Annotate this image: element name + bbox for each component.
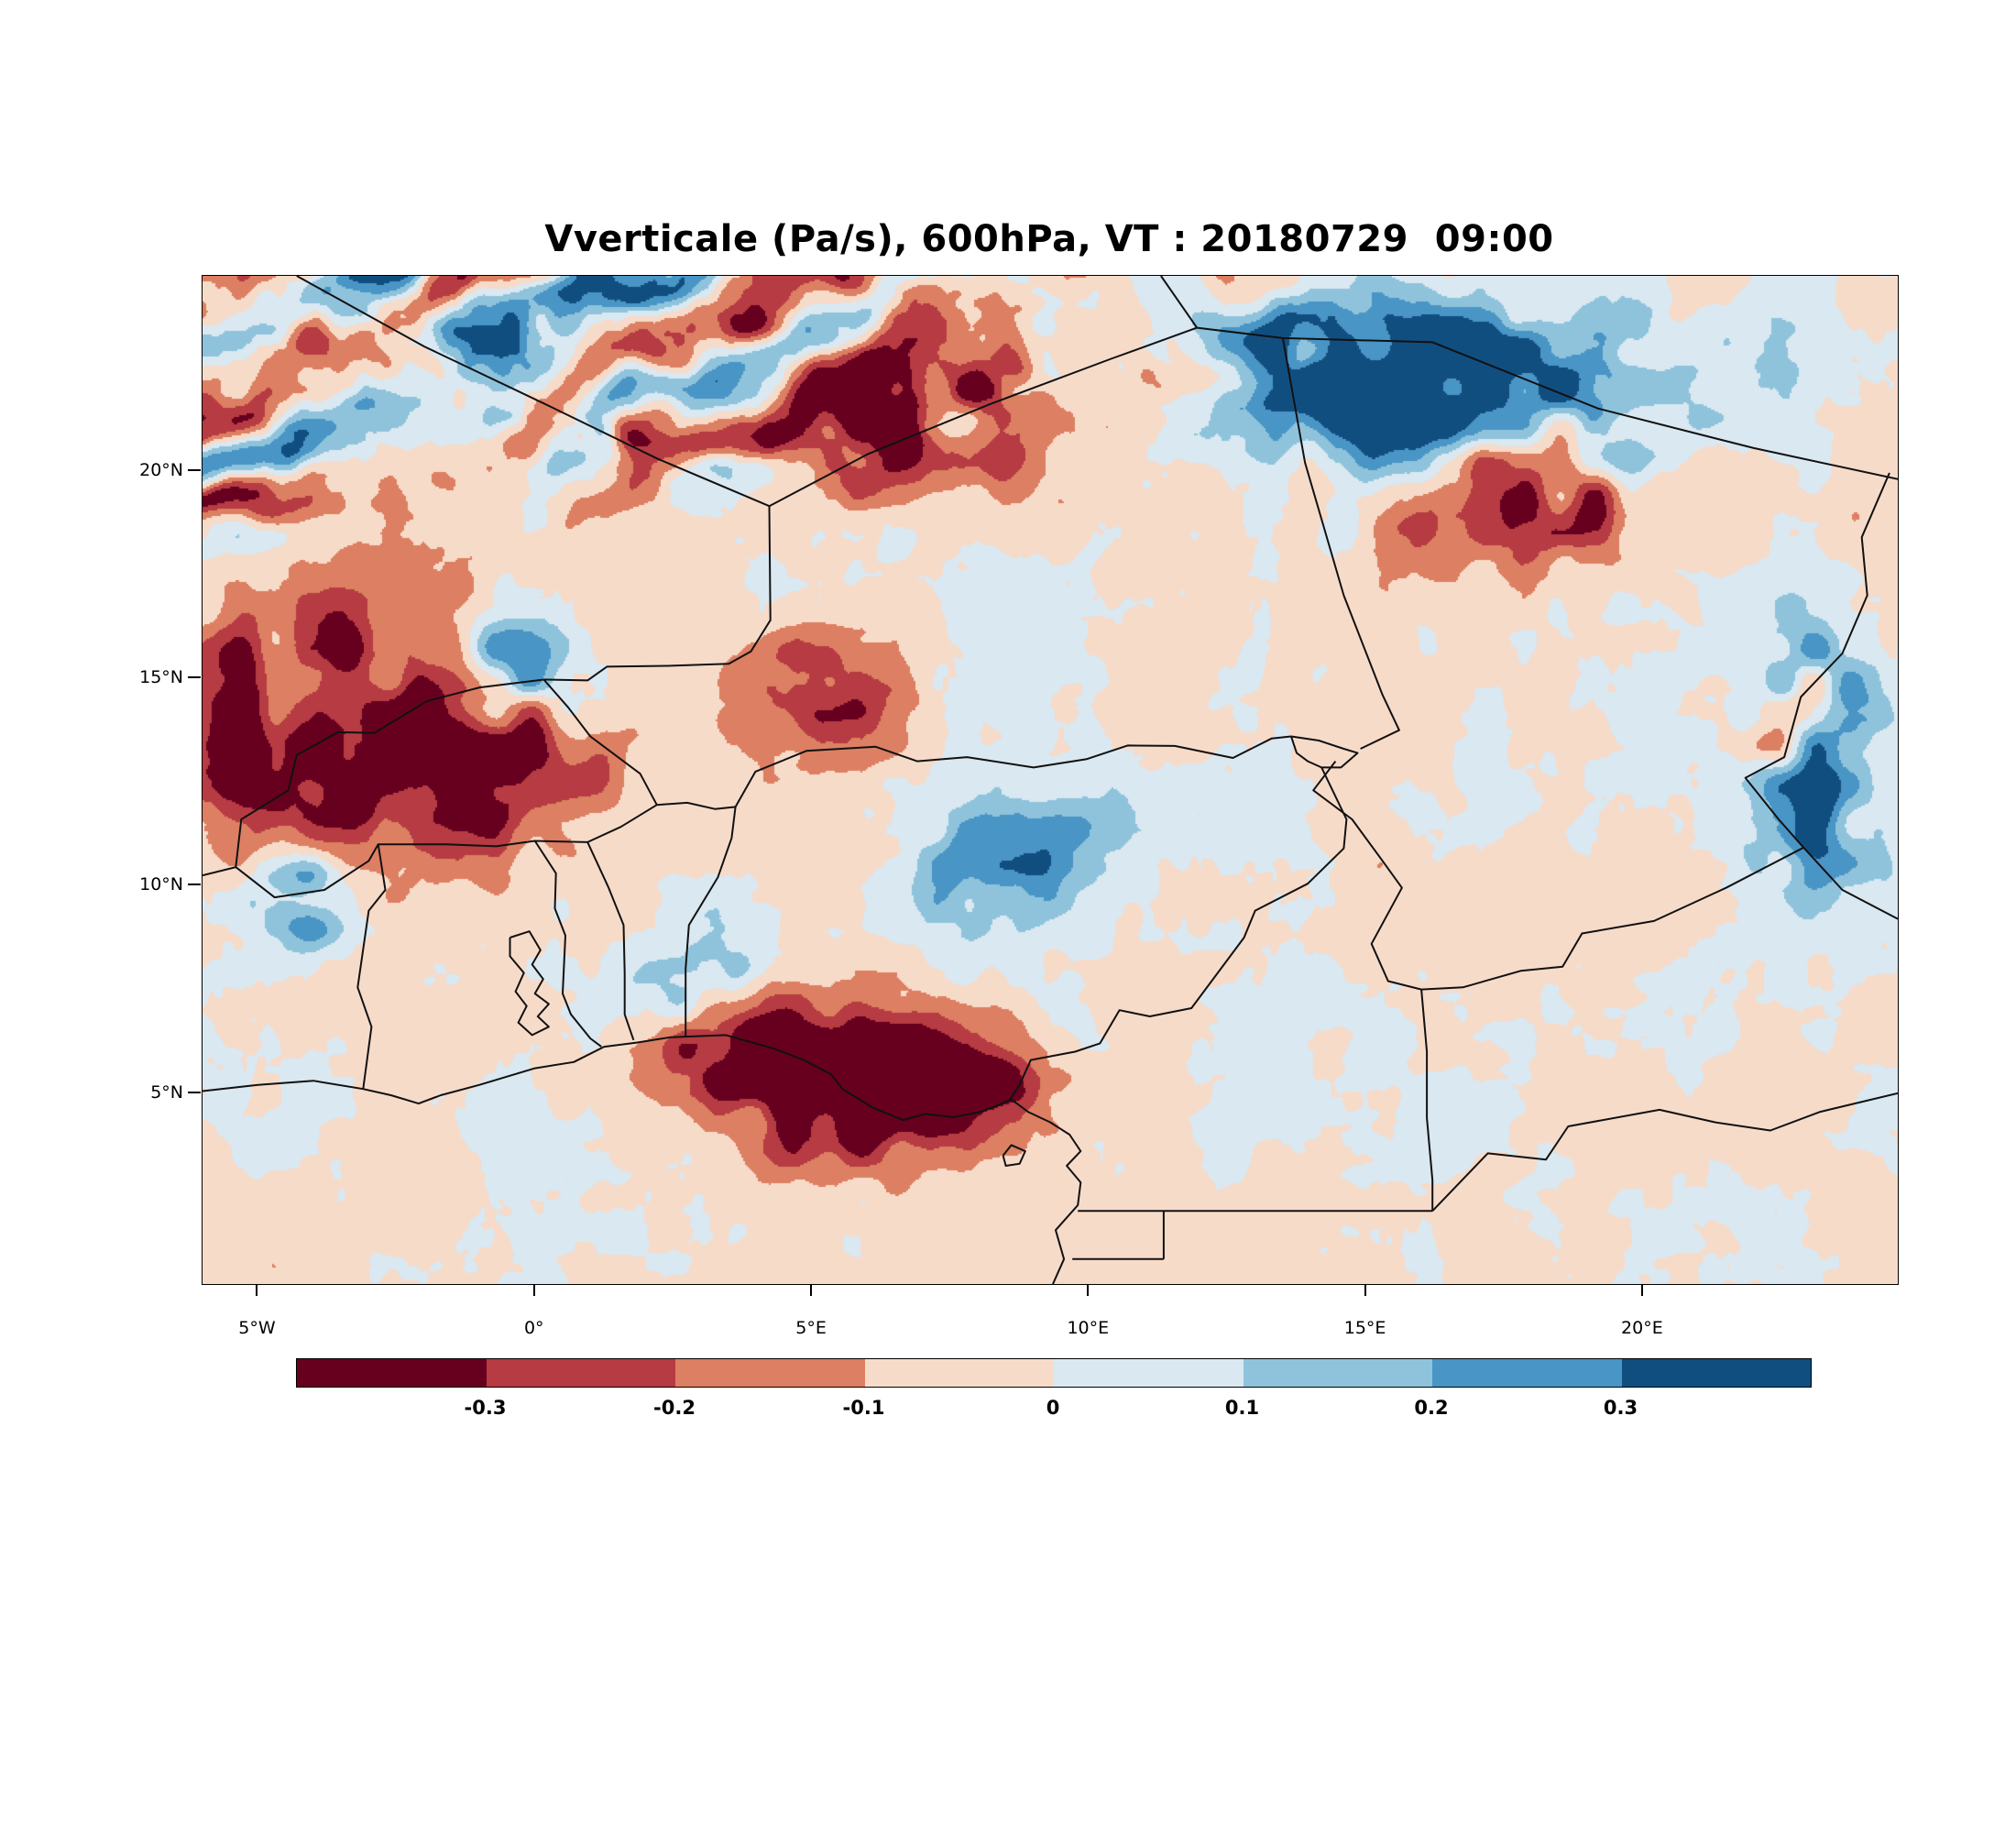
colorbar-tick-label: 0.3: [1603, 1397, 1638, 1419]
colorbar-tick-label: -0.3: [464, 1397, 507, 1419]
colorbar-segment: [1621, 1359, 1811, 1387]
x-axis-tick-mark: [532, 1285, 535, 1296]
border-path: [1431, 1092, 1898, 1212]
x-axis-tick-label: 5°W: [238, 1318, 276, 1338]
border-path: [203, 1034, 1082, 1284]
border-path: [656, 801, 736, 810]
y-axis-tick-label: 15°N: [139, 667, 183, 688]
figure-title: Vverticale (Pa/s), 600hPa, VT : 20180729…: [544, 218, 1554, 260]
border-path: [1744, 472, 1890, 849]
x-axis-tick-label: 15°E: [1343, 1318, 1386, 1338]
x-axis-tick-mark: [1640, 1285, 1643, 1296]
border-path: [769, 326, 1198, 508]
country-borders-overlay: [203, 276, 1898, 1284]
y-axis-tick-mark: [188, 1091, 201, 1093]
colorbar-segment: [486, 1359, 675, 1387]
y-axis-tick-mark: [188, 468, 201, 471]
colorbar-segment: [864, 1359, 1054, 1387]
border-path: [1802, 847, 1898, 920]
border-path: [296, 276, 770, 508]
colorbar-segment: [1054, 1359, 1244, 1387]
border-path: [1421, 846, 1804, 991]
colorbar-segment: [675, 1359, 865, 1387]
x-axis-tick-mark: [256, 1285, 258, 1296]
colorbar-tick-label: 0.1: [1224, 1397, 1260, 1419]
border-path: [1290, 735, 1359, 769]
border-path: [356, 844, 387, 1090]
colorbar-tick-label: -0.1: [842, 1397, 885, 1419]
border-path: [509, 930, 550, 1037]
map-plot-area: [202, 275, 1899, 1285]
border-path: [1420, 989, 1434, 1212]
border-path: [533, 840, 602, 1048]
border-path: [543, 506, 772, 682]
colorbar-labels: -0.3 -0.2 -0.1 0 0.1 0.2 0.3: [296, 1391, 1810, 1422]
x-axis-tick-label: 5°E: [795, 1318, 827, 1338]
y-axis-tick-label: 5°N: [150, 1081, 183, 1103]
colorbar: [296, 1358, 1812, 1388]
colorbar-tick-label: -0.2: [653, 1397, 696, 1419]
y-axis-tick-mark: [188, 884, 201, 886]
border-path: [203, 678, 544, 877]
border-path: [586, 841, 635, 1041]
border-path: [1312, 760, 1422, 991]
colorbar-segment: [1243, 1359, 1432, 1387]
x-axis-tick-label: 0°: [523, 1318, 544, 1338]
border-path: [734, 735, 1292, 807]
colorbar-tick-label: 0.2: [1414, 1397, 1449, 1419]
vertical-velocity-field-canvas: [203, 276, 1898, 1284]
y-axis-tick-label: 20°N: [139, 459, 183, 480]
border-path: [542, 678, 658, 806]
y-axis-tick-mark: [188, 676, 201, 679]
colorbar-tick-label: 0: [1046, 1397, 1060, 1419]
x-axis-tick-mark: [1364, 1285, 1366, 1296]
border-path: [1160, 276, 1199, 329]
border-path: [685, 807, 737, 1037]
border-path: [1197, 326, 1284, 339]
border-path: [1002, 1144, 1026, 1167]
colorbar-segment: [1432, 1359, 1622, 1387]
x-axis-tick-mark: [1087, 1285, 1090, 1296]
border-path: [1282, 336, 1898, 480]
x-axis-tick-mark: [810, 1285, 813, 1296]
x-axis-tick-label: 10°E: [1067, 1318, 1110, 1338]
border-path: [235, 804, 658, 899]
y-axis-tick-label: 10°N: [139, 874, 183, 895]
colorbar-segment: [297, 1359, 487, 1387]
border-path: [1281, 337, 1400, 750]
x-axis-tick-label: 20°E: [1621, 1318, 1663, 1338]
border-path: [1007, 766, 1348, 1103]
